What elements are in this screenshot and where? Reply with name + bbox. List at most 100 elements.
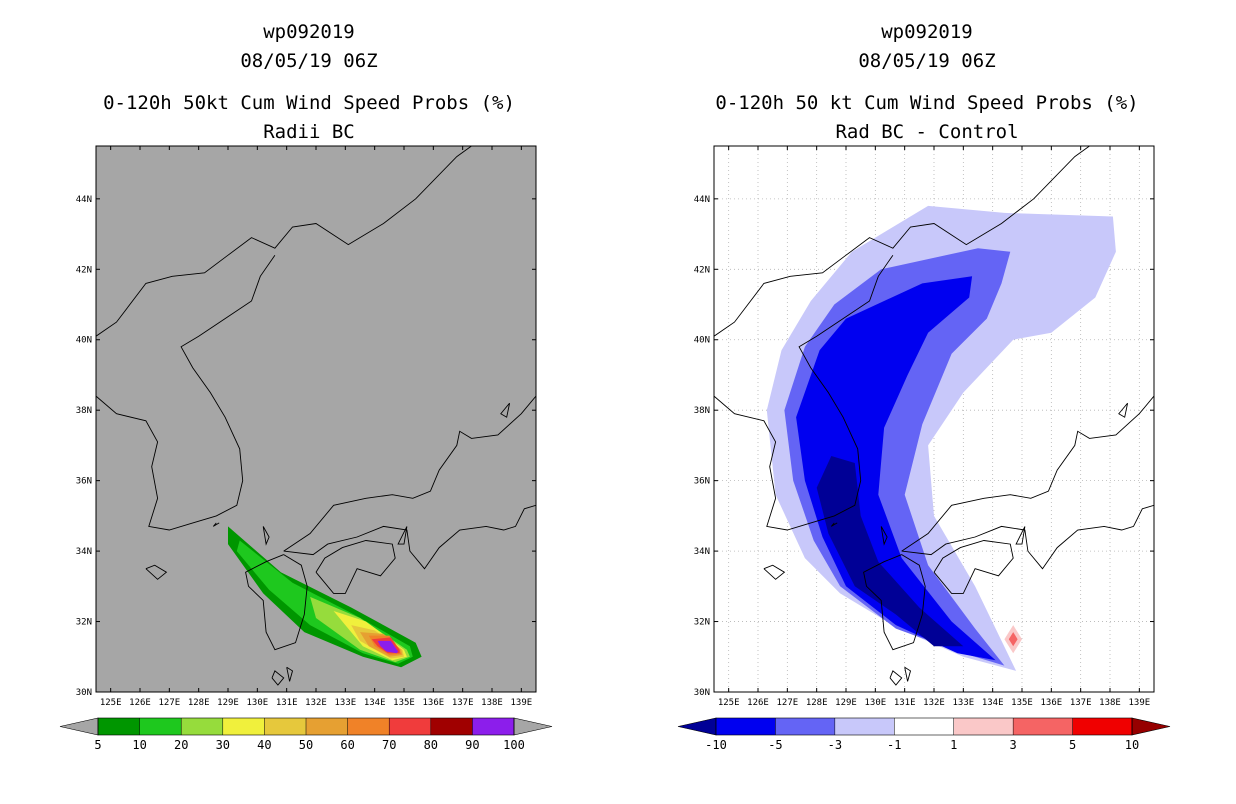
y-tick-label: 40N xyxy=(694,336,710,346)
y-tick-label: 44N xyxy=(694,195,710,205)
coastline xyxy=(212,522,220,527)
coastline xyxy=(1118,402,1129,418)
colorbar-label: -5 xyxy=(768,738,782,752)
coastline xyxy=(283,395,536,552)
coastline xyxy=(96,146,472,337)
colorbar-label: 5 xyxy=(94,738,101,752)
colorbar-label: -3 xyxy=(828,738,842,752)
coastline xyxy=(763,564,786,580)
coastline xyxy=(901,504,1154,570)
colorbar-label: 10 xyxy=(132,738,146,752)
right-colorbar: -10 -5 -3 -1 1 3 5 10 xyxy=(677,717,1171,752)
y-tick-label: 32N xyxy=(694,618,710,628)
colorbar-swatch xyxy=(834,718,895,735)
x-tick-label: 135E xyxy=(393,698,415,708)
colorbar-swatch xyxy=(306,718,348,735)
colorbar-swatch xyxy=(181,718,224,735)
colorbar-label: 80 xyxy=(424,738,438,752)
right-date: 08/05/19 06Z xyxy=(858,50,995,72)
x-tick-label: 126E xyxy=(747,698,769,708)
right-contour-level-6 xyxy=(1008,632,1018,647)
coastline xyxy=(397,526,408,545)
colorbar-label: 60 xyxy=(340,738,354,752)
x-tick-label: 136E xyxy=(1040,698,1062,708)
x-tick-label: 138E xyxy=(481,698,503,708)
left-date: 08/05/19 06Z xyxy=(240,50,377,72)
colorbar-swatch xyxy=(953,718,1014,735)
coastline xyxy=(286,666,294,682)
coastline xyxy=(262,526,270,546)
left-axis-ticks: 125E 126E 127E 128E 129E 130E 131E 132E 133E 134E… xyxy=(76,146,536,708)
colorbar-swatch xyxy=(472,718,515,735)
coastline xyxy=(315,540,396,594)
colorbar-swatch xyxy=(389,718,432,735)
coastline xyxy=(714,146,1090,337)
right-chart-title: 0-120h 50 kt Cum Wind Speed Probs (%) xyxy=(715,92,1138,114)
colorbar-swatch xyxy=(1072,718,1133,735)
y-tick-label: 34N xyxy=(694,547,710,557)
x-tick-label: 129E xyxy=(217,698,239,708)
x-tick-label: 134E xyxy=(364,698,386,708)
y-tick-label: 30N xyxy=(76,688,92,698)
x-tick-label: 133E xyxy=(952,698,974,708)
y-tick-label: 42N xyxy=(694,265,710,275)
x-tick-label: 131E xyxy=(894,698,916,708)
x-tick-label: 126E xyxy=(129,698,151,708)
x-tick-label: 130E xyxy=(246,698,268,708)
y-tick-label: 38N xyxy=(76,406,92,416)
y-tick-label: 44N xyxy=(76,195,92,205)
right-axis-ticks: 125E 126E 127E 128E 129E 130E 131E 132E 133E 134E… xyxy=(694,146,1154,708)
colorbar-swatch xyxy=(347,718,390,735)
colorbar-high-arrow xyxy=(1131,717,1171,736)
coastline xyxy=(714,254,894,531)
colorbar-swatch xyxy=(98,718,140,735)
colorbar-label: 10 xyxy=(1125,738,1139,752)
left-panel: wp092019 08/05/19 06Z 0-120h 50kt Cum Wi… xyxy=(59,21,553,752)
colorbar-label: 3 xyxy=(1010,738,1017,752)
left-contour-level-9 xyxy=(377,640,399,654)
x-tick-label: 137E xyxy=(452,698,474,708)
colorbar-swatch xyxy=(222,718,265,735)
y-tick-label: 30N xyxy=(694,688,710,698)
coastline xyxy=(271,670,285,686)
left-coastlines xyxy=(96,146,536,686)
x-tick-label: 139E xyxy=(1128,698,1150,708)
colorbar-label: -10 xyxy=(705,738,727,752)
coastline xyxy=(283,504,536,570)
colorbar-label: 1 xyxy=(950,738,957,752)
coastline xyxy=(500,402,511,418)
coastline xyxy=(245,554,308,651)
right-contour-level-4 xyxy=(816,456,964,647)
y-tick-label: 40N xyxy=(76,336,92,346)
right-coastlines xyxy=(714,146,1154,686)
colorbar-label: 100 xyxy=(503,738,525,752)
x-tick-label: 127E xyxy=(158,698,180,708)
colorbar-low-arrow xyxy=(677,717,717,736)
colorbar-label: 5 xyxy=(1069,738,1076,752)
coastline xyxy=(96,254,276,531)
colorbar-swatch xyxy=(1013,718,1073,735)
colorbar-swatch xyxy=(894,718,954,735)
left-chart-subtitle: Radii BC xyxy=(263,121,355,143)
x-tick-label: 131E xyxy=(276,698,298,708)
y-tick-label: 42N xyxy=(76,265,92,275)
coastline xyxy=(863,554,926,651)
right-storm-id: wp092019 xyxy=(881,21,973,43)
colorbar-label: -1 xyxy=(887,738,901,752)
x-tick-label: 129E xyxy=(835,698,857,708)
coastline xyxy=(880,526,888,546)
right-difference-contours xyxy=(766,205,1116,671)
x-tick-label: 133E xyxy=(334,698,356,708)
y-tick-label: 36N xyxy=(76,477,92,487)
x-tick-label: 134E xyxy=(982,698,1004,708)
coastline xyxy=(933,540,1014,594)
x-tick-label: 128E xyxy=(188,698,210,708)
colorbar-swatch xyxy=(716,718,776,735)
colorbar-label: 40 xyxy=(257,738,271,752)
colorbar-label: 30 xyxy=(216,738,230,752)
colorbar-label: 50 xyxy=(299,738,313,752)
x-tick-label: 138E xyxy=(1099,698,1121,708)
x-tick-label: 139E xyxy=(510,698,532,708)
colorbar-swatch xyxy=(430,718,473,735)
x-tick-label: 132E xyxy=(305,698,327,708)
